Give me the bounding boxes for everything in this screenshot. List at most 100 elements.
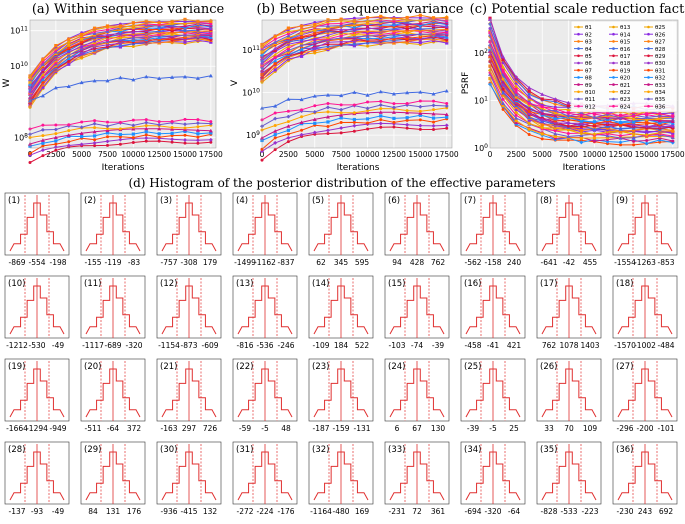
data-point [418,16,422,20]
data-point [566,138,570,142]
data-point [365,110,370,115]
data-point [183,117,187,121]
data-point [418,111,423,115]
data-point [66,133,71,137]
x-tick-label: 7500 [332,150,351,159]
data-point [41,85,45,89]
data-point [527,92,531,96]
data-point [157,132,161,136]
data-point [93,138,97,142]
data-point [80,37,84,41]
data-point [273,58,278,63]
data-point [553,131,558,136]
legend-label: θ27 [655,40,666,46]
histogram-panel-4: (4) -1499-1162 -837 [232,192,298,267]
data-point [196,132,200,136]
data-point [40,77,45,82]
data-point [540,92,545,96]
data-point [196,141,200,145]
histogram-panel-9: (9) -1554-1263 -853 [612,192,678,267]
tick-label: 522 [355,341,370,350]
data-point [645,111,649,115]
data-point [80,120,84,124]
legend-marker [612,104,615,108]
panel-label: (9) [616,196,628,206]
data-point [592,111,596,115]
data-point [444,88,449,93]
data-point [105,78,110,83]
data-point [300,35,304,39]
data-point [366,100,370,104]
tick-label: -757 [160,258,177,267]
data-point [299,132,304,137]
data-point [432,108,436,112]
data-point [514,105,518,109]
panel-label: (7) [464,196,476,206]
tick-label: 109 [583,424,598,433]
data-point [618,140,623,145]
data-point [93,144,97,148]
data-point [313,33,317,37]
data-point [592,120,597,124]
data-point [79,142,84,147]
data-point [170,127,175,131]
data-point [379,125,383,129]
data-point [157,38,161,42]
data-point [514,110,519,115]
data-point [273,40,278,44]
data-point [41,74,45,79]
tick-label: -39 [467,424,479,433]
tick-label: -230 [616,507,633,516]
histograms-layer: (1) -869 -554 -198 (2) -155 -119 -83 (3) -757 -308… [4,192,678,516]
tick-label: 243 [638,507,653,516]
data-point [131,118,135,122]
data-point [431,91,436,96]
tick-label: -5 [261,424,269,433]
line-chart-b-title: (b) Between sequence variance [257,2,464,17]
data-point [312,130,317,135]
data-point [605,126,610,130]
data-point [40,148,45,153]
data-point [41,57,45,61]
data-point [566,124,570,128]
data-point [405,15,409,20]
tick-label: 72 [412,507,422,516]
data-point [527,127,531,131]
data-point [40,67,45,72]
tick-label: -198 [49,258,66,267]
data-point [157,76,162,80]
legend-label: θ24 [620,104,631,110]
tick-label: -74 [411,341,423,350]
data-point [286,124,291,128]
data-point [273,148,277,152]
data-point [501,54,506,59]
data-point [501,87,505,91]
data-point [378,110,383,114]
tick-label: -837 [277,258,294,267]
data-point [41,123,45,127]
data-point [170,75,175,79]
tick-label: 130 [431,424,446,433]
legend-label: θ3 [585,40,592,46]
data-point [352,44,356,48]
histogram-panel-28: (28) -137 -93 -49 [4,441,70,516]
data-point [418,123,423,128]
tick-label: 428 [410,258,425,267]
data-point [501,80,506,84]
histogram-panel-27: (27) -296 -200 -101 [612,358,678,433]
data-point [157,122,162,127]
data-point [618,129,623,133]
data-point [131,44,135,48]
data-point [54,43,58,48]
tick-label: -536 [256,341,273,350]
panel-label: (10) [8,279,25,289]
data-point [391,20,396,25]
x-tick-label: 5000 [305,150,324,159]
data-point [54,132,58,136]
data-point [605,124,610,128]
histogram-panel-19: (19) -1664-1294 -949 [4,358,70,433]
x-tick-label: 5000 [72,150,91,159]
legend-marker [577,90,580,94]
legend-label: θ8 [585,76,592,82]
